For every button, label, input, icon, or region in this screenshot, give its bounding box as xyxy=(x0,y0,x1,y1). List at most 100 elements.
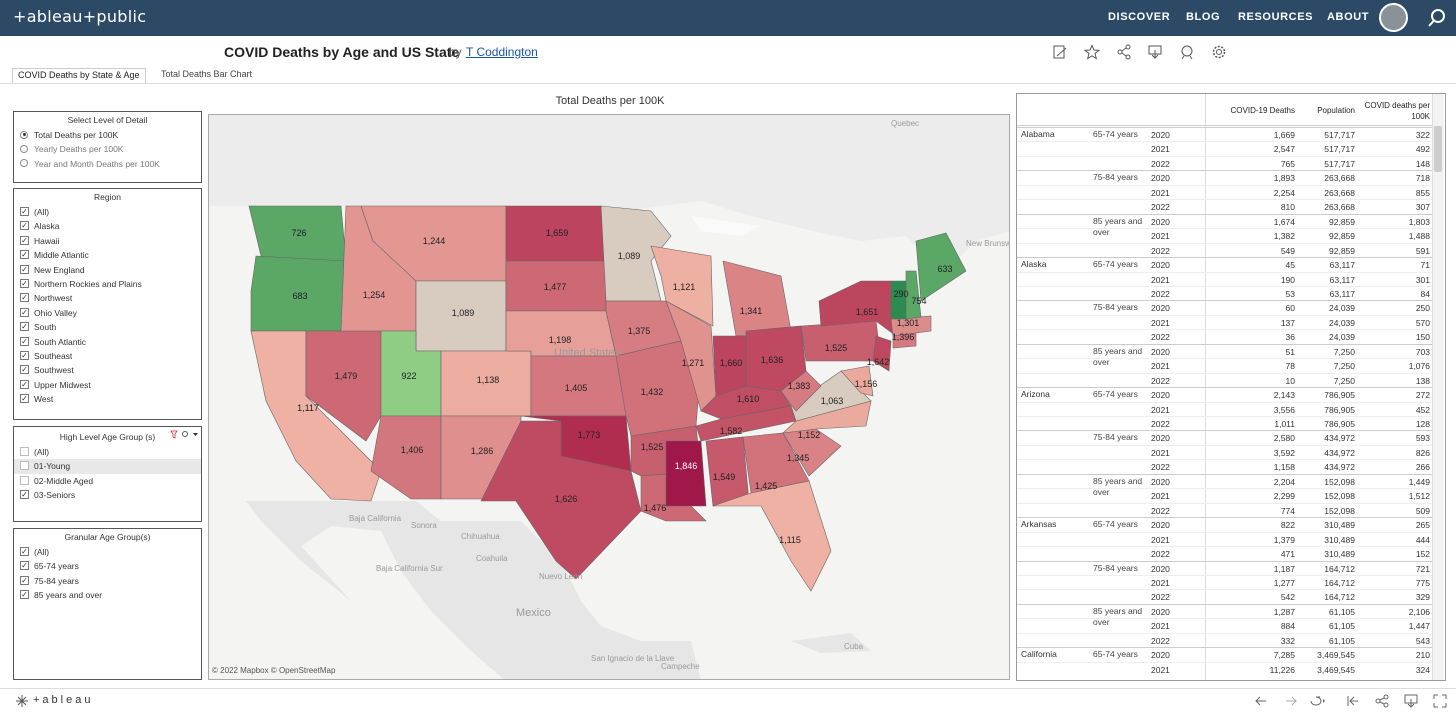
nav-blog[interactable]: BLOG xyxy=(1186,11,1221,23)
checkbox-icon[interactable] xyxy=(20,447,29,456)
region-option[interactable]: ✓ South Atlantic xyxy=(14,335,201,349)
share-icon[interactable] xyxy=(1116,44,1132,60)
checkbox-checked-icon[interactable]: ✓ xyxy=(20,394,29,404)
table-row[interactable]: 2020 1,669 517,717 322 xyxy=(1017,127,1432,141)
filter-tools-icon[interactable] xyxy=(170,430,200,439)
table-scrollbar[interactable] xyxy=(1432,94,1444,680)
table-row[interactable]: 2020 1,287 61,105 2,106 xyxy=(1017,603,1432,618)
table-row[interactable]: 2022 549 92,859 591 xyxy=(1017,242,1432,257)
checkbox-icon[interactable] xyxy=(20,461,29,471)
region-option[interactable]: ✓ Upper Midwest xyxy=(14,378,201,392)
table-row[interactable]: 2020 7,285 3,469,545 210 xyxy=(1017,647,1432,661)
table-state-label[interactable]: Arkansas xyxy=(1021,519,1057,530)
table-row[interactable]: 2021 884 61,105 1,447 xyxy=(1017,618,1432,632)
pause-updates-icon[interactable] xyxy=(1346,694,1360,708)
table-row[interactable]: 2020 2,143 786,905 272 xyxy=(1017,387,1432,401)
checkbox-checked-icon[interactable]: ✓ xyxy=(20,278,29,288)
region-option[interactable]: ✓ Southeast xyxy=(14,349,201,363)
granular-age-option[interactable]: ✓ (All) xyxy=(14,545,201,559)
table-state-label[interactable]: Arizona xyxy=(1021,389,1050,400)
region-option[interactable]: ✓ Middle Atlantic xyxy=(14,248,201,262)
map-credit[interactable]: © 2022 Mapbox © OpenStreetMap xyxy=(212,666,336,675)
nav-resources[interactable]: RESOURCES xyxy=(1238,11,1314,23)
table-age-label[interactable]: 85 years and over xyxy=(1093,345,1143,367)
region-option[interactable]: ✓ Alaska xyxy=(14,219,201,233)
redo-icon[interactable] xyxy=(1284,694,1298,708)
table-row[interactable]: 2020 1,187 164,712 721 xyxy=(1017,560,1432,575)
state-ms[interactable] xyxy=(665,440,707,507)
granular-age-option[interactable]: ✓ 85 years and over xyxy=(14,588,201,602)
region-option[interactable]: ✓ Hawaii xyxy=(14,234,201,248)
table-row[interactable]: 2021 2,254 263,668 855 xyxy=(1017,184,1432,199)
region-option[interactable]: ✓ South xyxy=(14,320,201,334)
tableau-public-logo[interactable]: +ableau+public xyxy=(13,7,147,26)
fullscreen-icon[interactable] xyxy=(1433,694,1447,708)
state-tx[interactable] xyxy=(480,420,642,580)
nav-about[interactable]: ABOUT xyxy=(1327,11,1370,23)
region-option[interactable]: ✓ (All) xyxy=(14,205,201,219)
choropleth-map[interactable]: Quebec New Brunswick United States Baja Cal… xyxy=(208,114,1010,680)
table-row[interactable]: 2021 190 63,117 301 xyxy=(1017,271,1432,286)
state-fl[interactable] xyxy=(712,480,832,592)
table-age-label[interactable]: 75-84 years xyxy=(1093,562,1138,573)
table-row[interactable]: 2020 60 24,039 250 xyxy=(1017,300,1432,314)
tab-covid-deaths-by-state[interactable]: COVID Deaths by State & Age xyxy=(12,68,146,83)
checkbox-checked-icon[interactable]: ✓ xyxy=(20,293,29,303)
table-row[interactable]: 2022 36 24,039 150 xyxy=(1017,329,1432,343)
table-age-label[interactable]: 65-74 years xyxy=(1093,259,1138,270)
table-row[interactable]: 2022 1,158 434,972 266 xyxy=(1017,459,1432,473)
table-row[interactable]: 2021 78 7,250 1,076 xyxy=(1017,358,1432,372)
metrics-icon[interactable] xyxy=(1179,44,1195,60)
revert-icon[interactable] xyxy=(1308,694,1328,708)
table-row[interactable]: 2022 53 63,117 84 xyxy=(1017,285,1432,300)
table-row[interactable]: 2020 45 63,117 71 xyxy=(1017,257,1432,271)
share-icon[interactable] xyxy=(1375,694,1389,708)
region-option[interactable]: ✓ New England xyxy=(14,263,201,277)
checkbox-checked-icon[interactable]: ✓ xyxy=(20,307,29,317)
checkbox-checked-icon[interactable]: ✓ xyxy=(20,575,29,585)
region-option[interactable]: ✓ Northwest xyxy=(14,291,201,305)
table-age-label[interactable]: 65-74 years xyxy=(1093,129,1138,139)
tableau-footer-logo[interactable]: +ableau xyxy=(33,694,94,706)
region-option[interactable]: ✓ Southwest xyxy=(14,363,201,377)
table-state-label[interactable]: Alaska xyxy=(1021,259,1047,270)
col-header-deaths[interactable]: COVID-19 Deaths xyxy=(1230,106,1295,115)
table-row[interactable]: 2020 51 7,250 703 xyxy=(1017,343,1432,358)
table-age-label[interactable]: 75-84 years xyxy=(1093,432,1138,443)
checkbox-checked-icon[interactable]: ✓ xyxy=(20,490,29,500)
checkbox-checked-icon[interactable]: ✓ xyxy=(20,250,29,260)
table-row[interactable]: 2022 471 310,489 152 xyxy=(1017,546,1432,560)
table-row[interactable]: 2021 1,379 310,489 444 xyxy=(1017,531,1432,546)
search-icon[interactable] xyxy=(1427,8,1447,28)
table-row[interactable]: 2022 774 152,098 509 xyxy=(1017,502,1432,517)
checkbox-checked-icon[interactable]: ✓ xyxy=(20,235,29,245)
checkbox-icon[interactable] xyxy=(20,475,29,485)
radio-icon[interactable] xyxy=(20,144,28,153)
table-row[interactable]: 2022 542 164,712 329 xyxy=(1017,589,1432,603)
table-row[interactable]: 2022 10 7,250 138 xyxy=(1017,372,1432,387)
user-avatar[interactable] xyxy=(1379,3,1408,32)
region-option[interactable]: ✓ Northern Rockies and Plains xyxy=(14,277,201,291)
table-row[interactable]: 2020 2,580 434,972 593 xyxy=(1017,430,1432,444)
detail-option[interactable]: Year and Month Deaths per 100K xyxy=(14,157,201,171)
granular-age-option[interactable]: ✓ 75-84 years xyxy=(14,574,201,588)
table-row[interactable]: 2021 3,556 786,905 452 xyxy=(1017,401,1432,416)
checkbox-checked-icon[interactable]: ✓ xyxy=(20,336,29,346)
undo-icon[interactable] xyxy=(1254,694,1268,708)
table-row[interactable]: 2021 2,299 152,098 1,512 xyxy=(1017,488,1432,502)
state-vt[interactable] xyxy=(890,280,907,320)
download-icon[interactable] xyxy=(1147,44,1163,60)
edit-icon[interactable] xyxy=(1052,44,1068,60)
state-md[interactable] xyxy=(840,365,874,397)
tab-total-deaths-bar-chart[interactable]: Total Deaths Bar Chart xyxy=(161,69,253,79)
state-wv[interactable] xyxy=(780,370,822,412)
state-wi[interactable] xyxy=(650,245,714,327)
table-age-label[interactable]: 65-74 years xyxy=(1093,389,1138,400)
checkbox-checked-icon[interactable]: ✓ xyxy=(20,590,29,600)
state-nh[interactable] xyxy=(905,270,922,320)
table-row[interactable]: 2022 765 517,717 148 xyxy=(1017,155,1432,170)
state-az[interactable] xyxy=(370,415,442,500)
download-icon[interactable] xyxy=(1404,694,1418,708)
table-age-label[interactable]: 75-84 years xyxy=(1093,172,1138,183)
region-option[interactable]: ✓ Ohio Valley xyxy=(14,306,201,320)
